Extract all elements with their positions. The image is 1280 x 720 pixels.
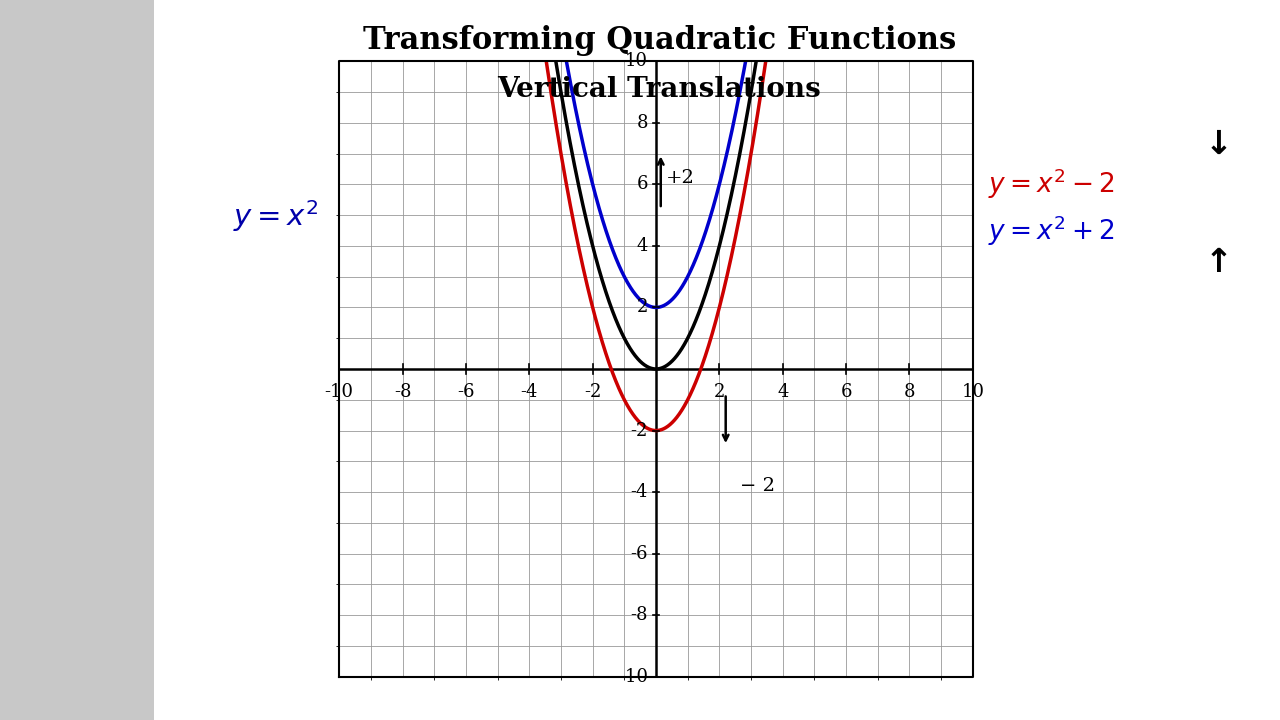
Text: -6: -6 (457, 383, 475, 401)
Text: $y = x^2$: $y = x^2$ (233, 198, 317, 234)
Text: -6: -6 (631, 544, 648, 563)
Text: -8: -8 (631, 606, 648, 624)
Text: − 2: − 2 (740, 477, 774, 495)
Text: 2: 2 (636, 298, 648, 317)
Text: 2: 2 (714, 383, 724, 401)
Text: -10: -10 (620, 668, 648, 685)
Text: 6: 6 (636, 175, 648, 193)
Text: Vertical Translations: Vertical Translations (498, 76, 820, 102)
Text: -2: -2 (584, 383, 602, 401)
Text: +2: +2 (666, 169, 694, 187)
Text: -10: -10 (325, 383, 353, 401)
Text: 10: 10 (625, 53, 648, 71)
Text: ↓: ↓ (1204, 127, 1233, 161)
Text: 4: 4 (636, 237, 648, 255)
FancyBboxPatch shape (154, 0, 1280, 720)
Text: 4: 4 (777, 383, 788, 401)
Text: -4: -4 (521, 383, 538, 401)
Text: Transforming Quadratic Functions: Transforming Quadratic Functions (362, 25, 956, 56)
Text: 6: 6 (841, 383, 851, 401)
Text: $y = x^2 - 2$: $y = x^2 - 2$ (988, 166, 1115, 201)
Text: 10: 10 (961, 383, 984, 401)
Text: 8: 8 (904, 383, 915, 401)
Text: -4: -4 (631, 483, 648, 501)
Text: ↑: ↑ (1204, 246, 1233, 279)
Text: -8: -8 (394, 383, 411, 401)
Text: $y = x^2 + 2$: $y = x^2 + 2$ (988, 213, 1115, 248)
Text: -2: -2 (631, 421, 648, 439)
Text: 8: 8 (636, 114, 648, 132)
